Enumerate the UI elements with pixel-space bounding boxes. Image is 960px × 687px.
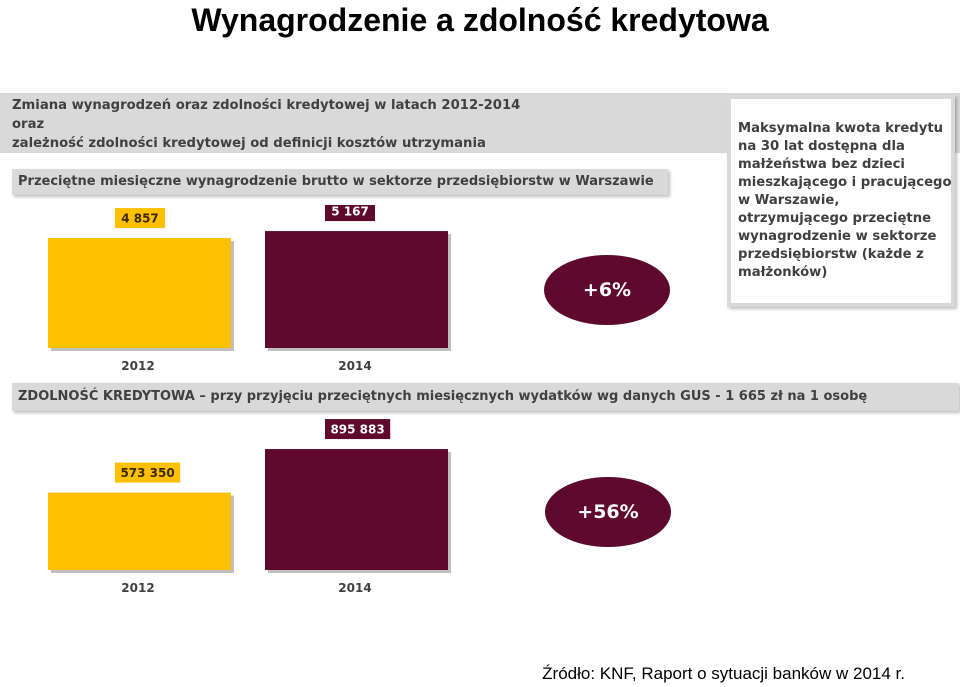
credit-value-label-2014: 895 883 <box>330 423 384 437</box>
salary-change-badge: +6% <box>544 255 670 325</box>
salary-change-label: +6% <box>582 279 632 301</box>
salary-bar-2014 <box>265 231 448 348</box>
source-note: Źródło: KNF, Raport o sytuacji banków w … <box>542 664 905 683</box>
credit-value-label-box <box>115 462 181 483</box>
header-line-1: Zmiana wynagrodzeń oraz zdolności kredyt… <box>12 98 521 113</box>
credit-category-label-2014: 2014 <box>338 581 371 595</box>
salary-value-label-2014: 5 167 <box>331 205 369 219</box>
credit-bar-2014 <box>265 449 448 570</box>
salary-value-label-box <box>325 205 375 222</box>
credit-value-label-box <box>325 419 391 440</box>
credit-chart-title: ZDOLNOŚĆ KREDYTOWA – przy przyjęciu prze… <box>12 383 959 411</box>
salary-category-label-2012: 2012 <box>121 359 154 373</box>
salary-value-label-2012: 4 857 <box>121 212 159 226</box>
credit-bar-2012 <box>48 492 231 570</box>
salary-chart: 4 857 2012 5 167 2014 <box>48 205 451 373</box>
header-line-3: zależność zdolności kredytowej od defini… <box>12 136 486 151</box>
credit-chart: 573 350 2012 895 883 2014 <box>48 419 451 595</box>
slide-title: Wynagrodzenie a zdolność kredytowa <box>191 2 769 38</box>
credit-category-label-2012: 2012 <box>121 581 154 595</box>
side-note-box <box>727 95 955 307</box>
side-note-text: Maksymalna kwota kredytu na 30 lat dostę… <box>738 121 952 280</box>
header-line-2: oraz <box>12 117 45 132</box>
credit-change-label: +56% <box>577 501 639 523</box>
header-text: Zmiana wynagrodzeń oraz zdolności kredyt… <box>12 96 572 153</box>
credit-change-badge: +56% <box>545 477 671 547</box>
salary-value-label-box <box>115 208 165 229</box>
salary-bar-2012 <box>48 238 231 348</box>
credit-value-label-2012: 573 350 <box>120 466 174 480</box>
salary-chart-title: Przeciętne miesięczne wynagrodzenie brut… <box>12 169 668 195</box>
salary-category-label-2014: 2014 <box>338 359 371 373</box>
